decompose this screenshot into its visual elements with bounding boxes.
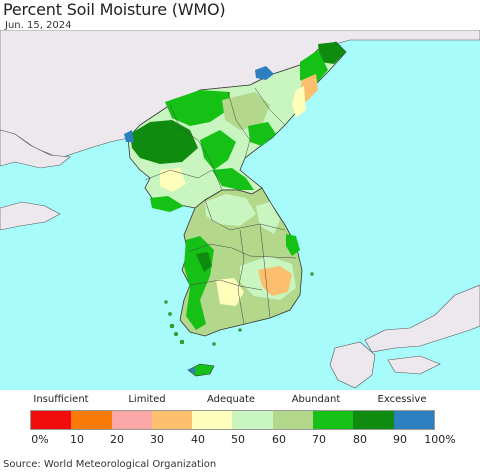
nk-excessive-west — [130, 120, 198, 164]
map-date: Jun. 15, 2024 — [5, 20, 72, 31]
legend-tick: 50 — [231, 433, 245, 446]
legend-category-abundant: Abundant — [291, 394, 341, 405]
legend-swatch-50-60 — [232, 411, 273, 429]
legend-ticks: 0% 10 20 30 40 50 60 70 80 90 100% — [0, 433, 480, 447]
nk-excessive-northeast — [318, 42, 346, 64]
nk-abundant-central — [200, 130, 236, 170]
nk-abundant-west — [165, 90, 230, 126]
nk-adequate-southwest — [160, 168, 186, 192]
source-credit: Source: World Meteorological Organizatio… — [3, 459, 217, 470]
japan-shikoku — [387, 355, 441, 375]
legend-tick: 20 — [110, 433, 124, 446]
legend-category-excessive: Excessive — [377, 394, 427, 405]
japan-honshu — [364, 284, 480, 353]
legend-swatch-80-90 — [353, 411, 394, 429]
nk-abundant-east — [248, 122, 276, 146]
legend-tick: 80 — [353, 433, 367, 446]
legend-swatch-40-50 — [192, 411, 233, 429]
nk-adequate-coast — [292, 86, 306, 118]
legend-swatch-90-100 — [393, 411, 434, 429]
legend-swatch-10-20 — [71, 411, 112, 429]
legend-color-bar — [30, 410, 435, 430]
sk-limited-southeast — [258, 266, 292, 296]
sk-adequate-north — [205, 194, 256, 226]
jeju-excessive — [188, 367, 196, 374]
nk-abundant-southwest — [150, 196, 184, 212]
nk-abundant-northeast — [300, 50, 328, 86]
legend-swatch-70-80 — [313, 411, 354, 429]
legend-tick: 90 — [393, 433, 407, 446]
nk-abundant-south — [212, 168, 254, 190]
soil-moisture-map — [0, 30, 480, 390]
legend-category-insufficient: Insufficient — [33, 394, 89, 405]
page-title: Percent Soil Moisture (WMO) — [3, 0, 226, 19]
legend-tick: 100% — [424, 433, 456, 446]
legend-swatch-20-30 — [111, 411, 152, 429]
shandong-coast — [0, 201, 61, 231]
japan-kyushu — [329, 341, 376, 389]
legend-category-limited: Limited — [128, 394, 166, 405]
liaodong-peninsula — [0, 129, 71, 169]
legend-tick: 70 — [312, 433, 326, 446]
nk-excessive-west-border — [124, 130, 134, 142]
coastal-islands — [164, 272, 314, 346]
legend-swatch-30-40 — [151, 411, 193, 429]
province-borders — [144, 87, 297, 325]
legend-categories: Insufficient Limited Adequate Abundant E… — [0, 394, 480, 408]
sk-abundant-east — [286, 234, 300, 256]
legend-tick: 30 — [150, 433, 164, 446]
nk-excessive-border — [255, 66, 274, 80]
legend-swatch-0-10 — [31, 411, 72, 429]
sk-adequate-east-north — [256, 202, 280, 234]
legend-category-adequate: Adequate — [206, 394, 256, 405]
legend-tick: 60 — [272, 433, 286, 446]
legend-tick: 0% — [31, 433, 49, 446]
legend-swatch-60-70 — [272, 411, 314, 429]
nk-moderate-central — [222, 92, 270, 130]
sk-excessive-west — [196, 252, 212, 272]
legend-tick: 10 — [70, 433, 84, 446]
legend-tick: 40 — [191, 433, 205, 446]
